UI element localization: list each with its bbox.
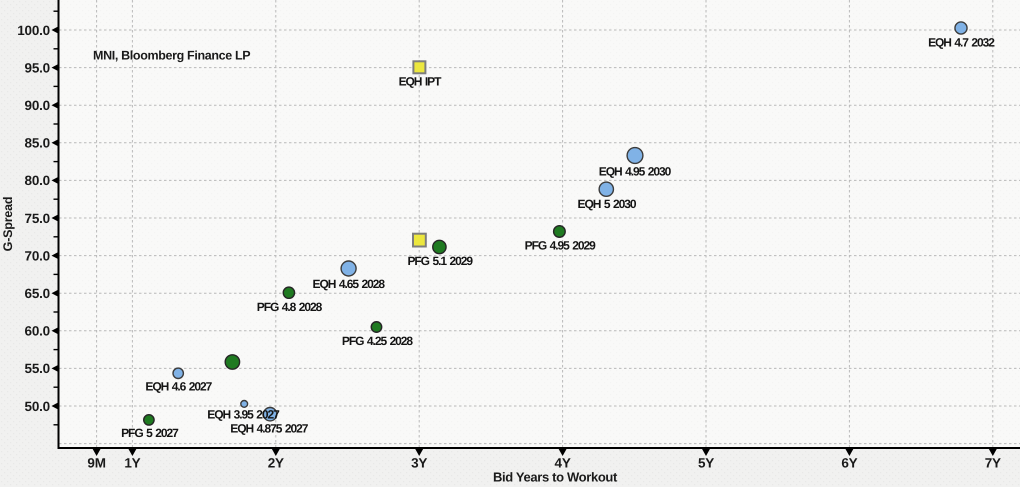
svg-text:EQH 4.6 2027: EQH 4.6 2027 [145, 379, 212, 393]
svg-text:MNI, Bloomberg Finance LP: MNI, Bloomberg Finance LP [93, 49, 250, 63]
svg-text:9M: 9M [87, 456, 105, 471]
svg-text:7Y: 7Y [985, 456, 1001, 471]
svg-text:65.0: 65.0 [25, 286, 50, 301]
svg-text:5Y: 5Y [698, 456, 714, 471]
svg-text:3Y: 3Y [411, 456, 427, 471]
svg-text:90.0: 90.0 [25, 98, 50, 113]
svg-text:100.0: 100.0 [17, 23, 50, 38]
svg-text:PFG 4.8 2028: PFG 4.8 2028 [257, 300, 323, 314]
svg-text:EQH 4.875 2027: EQH 4.875 2027 [230, 422, 308, 436]
svg-text:EQH 4.95 2030: EQH 4.95 2030 [599, 165, 672, 179]
svg-text:EQH 4.7 2032: EQH 4.7 2032 [928, 35, 995, 49]
svg-text:PFG 5 2027: PFG 5 2027 [121, 426, 179, 440]
svg-text:2Y: 2Y [268, 456, 284, 471]
svg-text:6Y: 6Y [841, 456, 857, 471]
svg-text:80.0: 80.0 [25, 173, 50, 188]
svg-text:EQH 4.65 2028: EQH 4.65 2028 [313, 277, 386, 291]
svg-text:EQH 3.95 2027: EQH 3.95 2027 [207, 408, 280, 422]
svg-text:PFG 4.95 2029: PFG 4.95 2029 [525, 238, 597, 252]
svg-text:4Y: 4Y [555, 456, 571, 471]
svg-text:75.0: 75.0 [25, 211, 50, 226]
svg-text:55.0: 55.0 [25, 361, 50, 376]
svg-text:PFG 4.25 2028: PFG 4.25 2028 [342, 334, 414, 348]
svg-text:G-Spread: G-Spread [1, 197, 15, 252]
svg-text:Bid Years to Workout: Bid Years to Workout [493, 470, 618, 485]
svg-text:1Y: 1Y [124, 456, 140, 471]
svg-text:85.0: 85.0 [25, 136, 50, 151]
svg-text:70.0: 70.0 [25, 248, 50, 263]
svg-text:EQH IPT: EQH IPT [399, 74, 443, 88]
svg-text:PFG 5.1 2029: PFG 5.1 2029 [407, 254, 473, 268]
svg-text:50.0: 50.0 [25, 399, 50, 414]
svg-text:EQH 5 2030: EQH 5 2030 [578, 197, 637, 211]
svg-text:60.0: 60.0 [25, 324, 50, 339]
svg-text:95.0: 95.0 [25, 60, 50, 75]
